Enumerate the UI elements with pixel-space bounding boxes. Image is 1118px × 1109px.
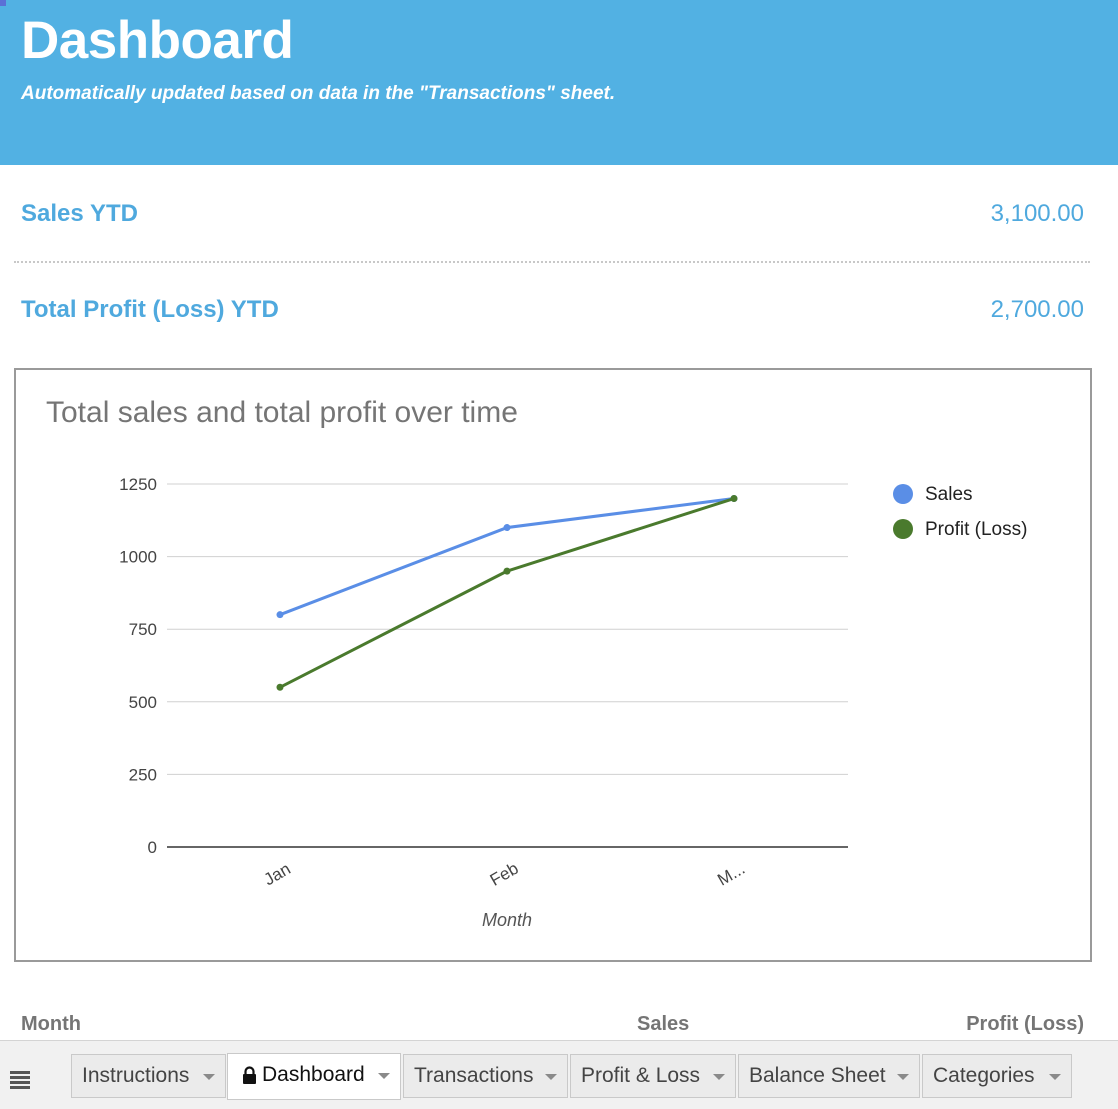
tab-dropdown-icon[interactable] bbox=[203, 1074, 215, 1080]
profit-ytd-row: Total Profit (Loss) YTD 2,700.00 bbox=[21, 290, 1084, 330]
tab-transactions[interactable]: Transactions bbox=[403, 1054, 568, 1098]
profit-ytd-label: Total Profit (Loss) YTD bbox=[21, 296, 279, 323]
sales-ytd-label: Sales YTD bbox=[21, 200, 138, 227]
tab-label: Categories bbox=[933, 1064, 1035, 1087]
y-tick-label: 0 bbox=[148, 838, 157, 857]
tab-dropdown-icon[interactable] bbox=[378, 1073, 390, 1079]
profit-column-header[interactable]: Profit (Loss) bbox=[966, 1013, 1084, 1035]
legend-label: Profit (Loss) bbox=[925, 519, 1027, 540]
table-header-row: Month Sales Profit (Loss) bbox=[21, 1013, 1084, 1037]
x-axis-title: Month bbox=[482, 910, 532, 930]
x-tick-label: M... bbox=[714, 859, 748, 890]
chart-plot: 0 250 500 750 1000 1250 Jan Feb M... Month Sales Pr… bbox=[119, 475, 1027, 930]
y-tick-label: 750 bbox=[129, 620, 157, 639]
data-point bbox=[503, 524, 511, 532]
tab-dropdown-icon[interactable] bbox=[713, 1074, 725, 1080]
sales-ytd-row: Sales YTD 3,100.00 bbox=[21, 194, 1084, 234]
tab-label: Balance Sheet bbox=[749, 1064, 886, 1087]
profit-ytd-value: 2,700.00 bbox=[990, 296, 1084, 323]
y-tick-label: 1250 bbox=[119, 475, 157, 494]
tab-label: Instructions bbox=[82, 1064, 190, 1087]
line-chart[interactable]: Total sales and total profit over time 0… bbox=[14, 368, 1092, 962]
tab-dashboard[interactable]: Dashboard bbox=[227, 1053, 401, 1100]
month-column-header[interactable]: Month bbox=[21, 1013, 81, 1035]
tab-dropdown-icon[interactable] bbox=[545, 1074, 557, 1080]
data-point bbox=[276, 683, 284, 691]
tab-dropdown-icon[interactable] bbox=[1049, 1074, 1061, 1080]
chart-title: Total sales and total profit over time bbox=[46, 396, 518, 429]
sheet-tab-bar: Instructions Dashboard Transactions Prof… bbox=[0, 1040, 1118, 1109]
tab-label: Dashboard bbox=[262, 1063, 365, 1086]
metric-divider bbox=[14, 261, 1090, 263]
legend-label: Sales bbox=[925, 484, 973, 505]
dashboard-header: Dashboard Automatically updated based on… bbox=[0, 0, 1118, 165]
data-point bbox=[730, 495, 738, 503]
tab-dropdown-icon[interactable] bbox=[897, 1074, 909, 1080]
data-point bbox=[276, 611, 284, 619]
tab-label: Profit & Loss bbox=[581, 1064, 701, 1087]
page-title: Dashboard bbox=[21, 11, 294, 70]
sales-column-header[interactable]: Sales bbox=[637, 1013, 690, 1035]
lock-icon bbox=[243, 1066, 256, 1084]
cell-selection-corner bbox=[0, 0, 6, 6]
tab-profit-loss[interactable]: Profit & Loss bbox=[570, 1054, 736, 1098]
y-tick-label: 1000 bbox=[119, 548, 157, 567]
tab-instructions[interactable]: Instructions bbox=[71, 1054, 226, 1098]
sales-ytd-value: 3,100.00 bbox=[990, 200, 1084, 227]
y-tick-label: 500 bbox=[129, 693, 157, 712]
x-tick-label: Feb bbox=[487, 859, 522, 890]
all-sheets-menu-icon[interactable] bbox=[10, 1071, 30, 1089]
page-subtitle: Automatically updated based on data in t… bbox=[21, 83, 616, 104]
legend-marker bbox=[893, 519, 913, 539]
tab-categories[interactable]: Categories bbox=[922, 1054, 1072, 1098]
y-tick-label: 250 bbox=[129, 765, 157, 784]
tab-label: Transactions bbox=[414, 1064, 534, 1087]
x-tick-label: Jan bbox=[261, 859, 294, 889]
data-point bbox=[503, 567, 511, 575]
tab-balance-sheet[interactable]: Balance Sheet bbox=[738, 1054, 920, 1098]
legend-marker bbox=[893, 484, 913, 504]
